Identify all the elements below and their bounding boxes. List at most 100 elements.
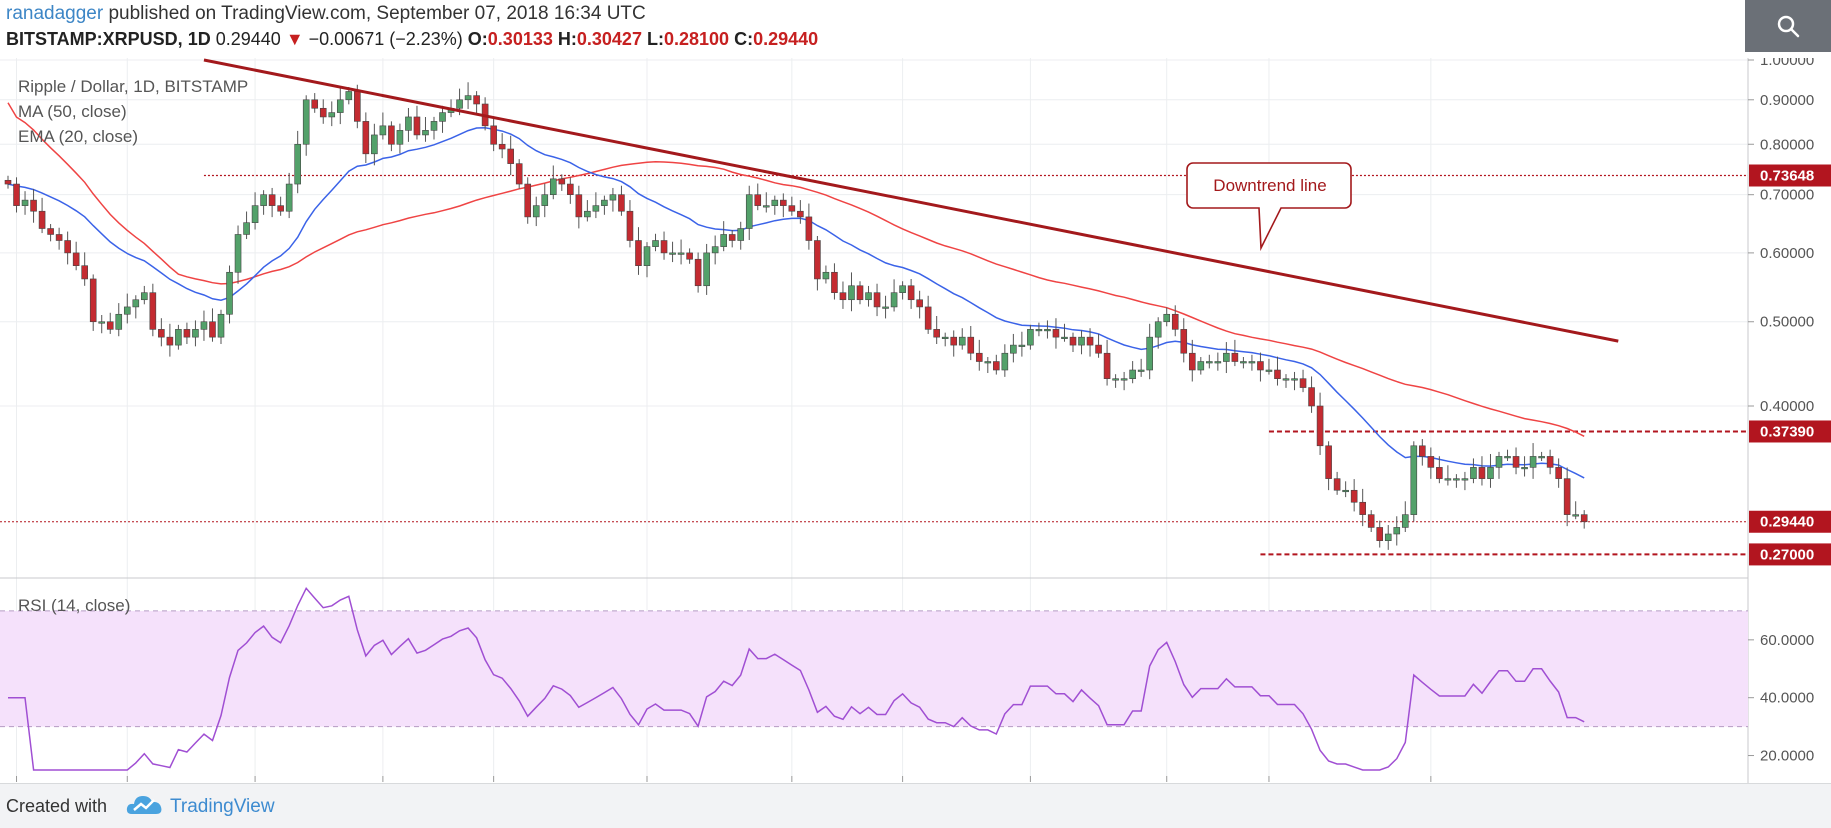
- author-link[interactable]: ranadagger: [6, 3, 104, 24]
- candle-body: [831, 271, 838, 293]
- candle-body: [771, 199, 779, 206]
- candle-body: [260, 194, 267, 206]
- candle-body: [1384, 533, 1392, 541]
- candle-body: [38, 210, 46, 229]
- search-button[interactable]: [1745, 0, 1831, 52]
- candle-body: [1069, 336, 1077, 346]
- rsi-pane: 60.0000 40.0000 20.0000: [0, 586, 1814, 771]
- candle-body: [1171, 313, 1179, 330]
- symbol-info-line: BITSTAMP:XRPUSD, 1D 0.29440 ▼ −0.00671 (…: [6, 29, 819, 49]
- candle-body: [1231, 352, 1239, 362]
- candle-body: [1010, 344, 1017, 354]
- candle-body: [1427, 456, 1435, 468]
- candle-body: [200, 321, 208, 330]
- candle-body: [490, 125, 497, 145]
- price-tag-label: 0.73648: [1760, 168, 1814, 185]
- candle-body: [660, 240, 668, 254]
- candle-body: [1487, 467, 1494, 479]
- candle-body: [601, 199, 608, 206]
- price-change: −0.00671 (−2.23%): [308, 29, 463, 49]
- candle-body: [780, 199, 787, 206]
- time-tick-label: 18: [783, 781, 800, 783]
- candle-body: [958, 336, 966, 346]
- downtrend-line-group[interactable]: [203, 58, 1619, 343]
- time-tick-label: May: [369, 781, 398, 783]
- tradingview-cloud-icon[interactable]: [126, 792, 164, 818]
- candle-body: [158, 329, 165, 338]
- candle-body: [439, 112, 446, 122]
- candle-body: [1512, 456, 1520, 468]
- price-axis[interactable]: 1.00000 0.90000 0.80000 0.70000 0.60000 0.500…: [1748, 58, 1814, 415]
- candle-body: [98, 321, 106, 324]
- candle-body: [277, 205, 284, 212]
- price-tag-label: 0.27000: [1760, 546, 1814, 563]
- price-tick-label: 0.70000: [1760, 187, 1814, 204]
- ema20-line: [7, 127, 1585, 479]
- candle-body: [890, 292, 898, 308]
- high-value: 0.30427: [576, 29, 642, 49]
- candle-body: [558, 178, 566, 185]
- ema20-legend: EMA (20, close): [18, 127, 138, 146]
- candle-body: [192, 329, 199, 338]
- candle-body: [1146, 336, 1153, 371]
- candle-body: [217, 313, 225, 338]
- high-label: H:: [557, 29, 577, 49]
- candle-body: [532, 205, 540, 218]
- candle-body: [1410, 445, 1418, 515]
- candle-body: [1044, 329, 1051, 332]
- tradingview-brand-link[interactable]: TradingView: [170, 796, 275, 817]
- candle-body: [567, 183, 574, 195]
- candle-body: [1214, 361, 1222, 364]
- rsi-tick-label: 40.0000: [1760, 690, 1814, 707]
- candle-body: [371, 134, 378, 155]
- candle-body: [1197, 361, 1205, 371]
- candle-body: [984, 361, 992, 364]
- candle-body: [669, 252, 676, 255]
- candle-body: [115, 313, 123, 330]
- candle-body: [575, 194, 583, 218]
- candle-body: [319, 107, 327, 118]
- candle-body: [464, 95, 472, 101]
- price-tag-bg: [1749, 420, 1831, 443]
- candle-body: [626, 210, 634, 241]
- candle-body: [328, 112, 336, 118]
- rsi-tick-label: 20.0000: [1760, 748, 1814, 765]
- chart-area[interactable]: 60.0000 40.0000 20.0000 Downtrend line 1.0…: [0, 58, 1831, 783]
- candle-body: [941, 336, 949, 339]
- price-tag-label: 0.29440: [1760, 514, 1814, 531]
- candle-body: [1350, 489, 1358, 503]
- candle-body: [652, 240, 659, 247]
- candle-body: [1325, 445, 1332, 479]
- ma50-legend: MA (50, close): [18, 102, 127, 121]
- time-tick-label: 16: [247, 781, 264, 783]
- candle-body: [498, 143, 506, 150]
- time-tick-label: 14: [485, 781, 502, 783]
- candle-body: [72, 252, 80, 266]
- candle-body: [916, 299, 923, 308]
- low-label: L:: [646, 29, 664, 49]
- downtrend-line[interactable]: [203, 58, 1619, 343]
- candle-body: [1572, 514, 1579, 517]
- candle-body: [1001, 352, 1009, 371]
- footer-bar: Created with TradingView: [0, 783, 1831, 828]
- candle-body: [1308, 387, 1315, 407]
- candle-body: [106, 321, 114, 330]
- rsi-tick-label: 60.0000: [1760, 632, 1814, 649]
- callout-text: Downtrend line: [1213, 176, 1326, 195]
- downtrend-callout[interactable]: Downtrend line: [1186, 162, 1352, 252]
- candle-body: [839, 292, 847, 301]
- candle-body: [924, 306, 932, 330]
- candle-body: [1188, 352, 1196, 371]
- candle-body: [21, 199, 29, 206]
- rsi-line: [8, 586, 1585, 771]
- horizontal-levels: [0, 174, 1748, 556]
- candle-body: [1018, 344, 1026, 347]
- candle-body: [1419, 445, 1426, 457]
- candle-body: [81, 265, 88, 280]
- candle-body: [1538, 456, 1545, 459]
- price-tag-bg: [1749, 543, 1831, 566]
- candle-body: [1120, 378, 1128, 381]
- candle-body: [1393, 527, 1401, 535]
- candle-body: [933, 329, 940, 338]
- time-axis[interactable]: 19 Apr 16 May 14 Jun 18 Jul 16 Aug 13 Sep: [8, 776, 1444, 783]
